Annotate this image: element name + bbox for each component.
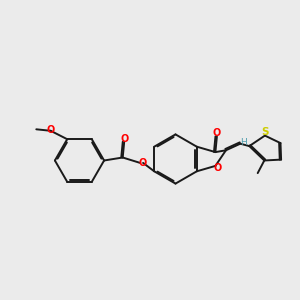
Text: O: O xyxy=(120,134,129,144)
Text: O: O xyxy=(46,124,55,135)
Text: O: O xyxy=(139,158,147,169)
Text: O: O xyxy=(213,163,221,173)
Text: H: H xyxy=(241,138,247,147)
Text: O: O xyxy=(213,128,221,139)
Text: S: S xyxy=(261,127,269,137)
